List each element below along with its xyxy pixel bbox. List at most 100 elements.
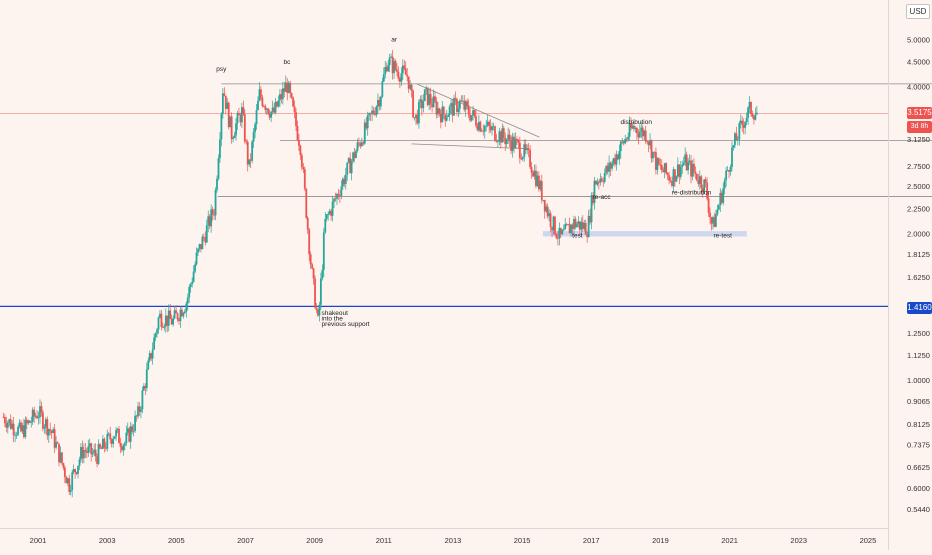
- candle-body: [698, 176, 701, 184]
- candle-body: [669, 180, 672, 182]
- candle-body: [469, 114, 472, 121]
- candle-body: [536, 175, 539, 187]
- candle-body: [616, 154, 619, 160]
- candle-body: [378, 99, 381, 107]
- candle-body: [466, 101, 469, 106]
- candle-body: [720, 192, 723, 203]
- candle-body: [381, 81, 384, 97]
- candle-body: [703, 179, 706, 192]
- candle-body: [400, 73, 403, 82]
- candle-body: [415, 114, 417, 119]
- x-tick-label: 2025: [860, 536, 877, 545]
- candle-body: [510, 141, 512, 151]
- candle-body: [652, 151, 654, 159]
- candle-body: [437, 108, 439, 115]
- candle-body: [552, 216, 555, 231]
- candle-body: [514, 138, 517, 149]
- candle-body: [406, 74, 409, 77]
- candle-body: [331, 201, 334, 216]
- candle-body: [154, 333, 157, 338]
- candle-body: [100, 447, 103, 449]
- candle-body: [755, 112, 758, 115]
- candle-body: [167, 310, 170, 326]
- candle-body: [91, 452, 94, 455]
- candle-body: [267, 108, 270, 114]
- candle-body: [679, 166, 682, 177]
- candle-body: [121, 446, 123, 451]
- candle-body: [523, 144, 526, 158]
- x-tick-label: 2007: [237, 536, 254, 545]
- candle-body: [81, 447, 84, 459]
- candle-body: [475, 116, 477, 126]
- candle-body: [77, 465, 79, 474]
- candle-body: [492, 126, 495, 128]
- candle-body: [2, 416, 5, 418]
- candle-body: [254, 124, 256, 133]
- candle-body: [25, 419, 28, 424]
- price-axis[interactable]: [888, 0, 932, 550]
- x-tick-label: 2015: [514, 536, 531, 545]
- candle-body: [628, 123, 631, 137]
- candle-body: [273, 107, 275, 113]
- time-axis[interactable]: [0, 528, 888, 551]
- candle-body: [748, 101, 751, 108]
- candle-body: [328, 210, 331, 215]
- candle-body: [668, 175, 670, 181]
- candle-body: [65, 477, 68, 484]
- candle-body: [394, 60, 397, 70]
- candle-body: [397, 71, 400, 79]
- candle-body: [53, 429, 56, 448]
- currency-badge[interactable]: USD: [906, 4, 930, 19]
- candle-body: [451, 103, 454, 116]
- candle-body: [208, 216, 211, 227]
- candle-body: [191, 281, 194, 285]
- y-tick-label: 2.5000: [907, 182, 930, 191]
- candle-body: [220, 113, 223, 140]
- candle-body: [183, 311, 186, 314]
- candle-body: [245, 141, 248, 143]
- candle-body: [597, 181, 600, 183]
- candle-body: [145, 369, 148, 389]
- candle-body: [508, 134, 511, 142]
- y-tick-label: 3.1250: [907, 135, 930, 144]
- candle-body: [390, 56, 393, 58]
- candle-body: [293, 106, 296, 113]
- candle-body: [513, 136, 515, 149]
- candle-body: [150, 353, 153, 359]
- support-zone: [542, 231, 747, 237]
- candle-body: [238, 112, 240, 116]
- x-tick-label: 2021: [721, 536, 738, 545]
- candle-body: [306, 217, 309, 230]
- candle-body: [179, 309, 182, 322]
- candle-body: [716, 209, 719, 215]
- candle-body: [388, 57, 391, 65]
- candle-body: [423, 89, 426, 102]
- candle-body: [485, 125, 488, 127]
- candle-body: [226, 102, 229, 109]
- candle-body: [662, 170, 665, 173]
- candle-body: [731, 147, 733, 168]
- candle-body: [194, 264, 196, 272]
- candle-body: [685, 154, 688, 171]
- candle-body: [262, 105, 265, 107]
- trend-line: [416, 83, 540, 138]
- candle-body: [571, 224, 574, 230]
- candle-body: [251, 141, 254, 161]
- candle-body: [176, 313, 179, 320]
- candle-body: [372, 110, 375, 114]
- candle-body: [684, 154, 687, 163]
- candle-body: [243, 114, 246, 142]
- candle-body: [362, 142, 365, 144]
- candle-body: [309, 254, 312, 265]
- candle-body: [653, 151, 656, 153]
- candle-body: [314, 278, 316, 308]
- candle-body: [207, 216, 210, 226]
- x-tick-label: 2017: [583, 536, 600, 545]
- candle-body: [488, 121, 491, 126]
- candle-body: [735, 133, 738, 141]
- candle-body: [82, 449, 85, 459]
- x-tick-label: 2023: [790, 536, 807, 545]
- candle-body: [518, 142, 521, 159]
